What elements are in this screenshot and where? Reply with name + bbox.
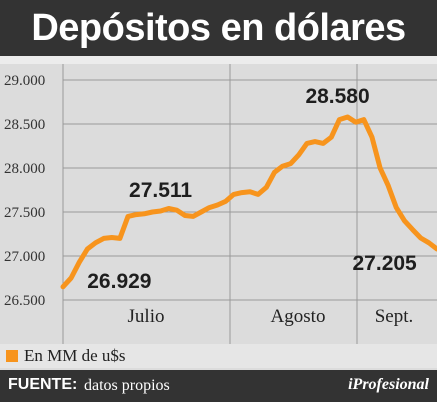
y-tick-label: 28.000 — [4, 161, 45, 177]
data-annotations: 26.929 27.511 28.580 27.205 — [87, 85, 417, 293]
brand-logo: iProfesional — [348, 376, 429, 393]
data-label: 27.205 — [353, 252, 418, 275]
gridlines — [62, 64, 437, 344]
x-month-label: Agosto — [271, 306, 326, 327]
data-label: 26.929 — [87, 270, 151, 293]
y-axis-ticks: 26.500 27.000 27.500 28.000 28.500 29.000 — [4, 73, 45, 309]
y-tick-label: 27.500 — [4, 205, 45, 221]
title-bar — [0, 0, 437, 56]
x-axis-month-labels: Julio Agosto Sept. — [128, 306, 414, 327]
y-tick-label: 27.000 — [4, 249, 45, 265]
x-month-label: Julio — [128, 306, 165, 327]
legend — [0, 344, 437, 368]
title-stripe — [0, 56, 437, 64]
series-line-depositos — [60, 114, 437, 290]
chart-plot: 26.500 27.000 27.500 28.000 28.500 29.000 Jul… — [0, 64, 437, 344]
legend-swatch — [6, 350, 18, 362]
source-text: datos propios — [84, 377, 170, 394]
data-label: 28.580 — [305, 85, 369, 108]
legend-label: En MM de u$s — [24, 346, 126, 365]
chart-title: Depósitos en dólares — [31, 7, 406, 49]
y-tick-label: 29.000 — [4, 73, 45, 89]
footer-bar — [0, 370, 437, 402]
source-label: FUENTE: — [8, 376, 78, 393]
y-tick-label: 28.500 — [4, 117, 45, 133]
x-month-label: Sept. — [375, 306, 414, 327]
y-tick-label: 26.500 — [4, 293, 45, 309]
data-label: 27.511 — [129, 179, 192, 202]
